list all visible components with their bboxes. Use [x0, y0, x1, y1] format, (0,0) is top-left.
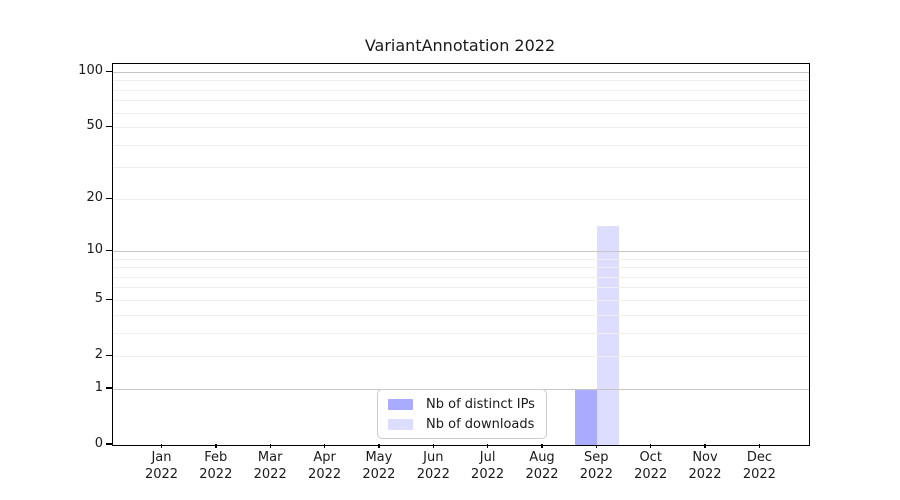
x-tick-label: Oct 2022 — [634, 450, 668, 482]
x-tick-mark — [160, 444, 163, 448]
legend-swatch-distinct-ips-icon — [388, 398, 413, 410]
gridline-minor — [113, 126, 809, 128]
y-tick-mark — [106, 387, 112, 389]
legend-swatch-downloads-icon — [388, 418, 413, 430]
y-tick-label: 50 — [86, 118, 103, 134]
x-tick-mark — [541, 444, 543, 448]
legend: Nb of distinct IPs Nb of downloads — [377, 389, 547, 439]
y-tick-label: 1 — [94, 380, 103, 395]
gridline-minor — [113, 267, 809, 268]
x-tick-label: Sep 2022 — [579, 450, 613, 482]
x-tick-label: Feb 2022 — [199, 450, 233, 482]
x-tick-label: Mar 2022 — [253, 450, 287, 482]
y-tick-label: 5 — [94, 291, 103, 307]
y-tick-mark — [106, 125, 112, 128]
legend-entry-downloads: Nb of downloads — [388, 414, 536, 434]
x-tick-label: Dec 2022 — [742, 450, 776, 482]
chart-title: VariantAnnotation 2022 — [364, 36, 556, 55]
gridline-minor — [113, 287, 809, 289]
gridline-minor — [113, 167, 809, 169]
x-tick-mark — [215, 444, 217, 448]
gridline-major — [113, 71, 809, 73]
x-tick-label: Apr 2022 — [308, 450, 342, 482]
x-tick-label: Jan 2022 — [144, 450, 179, 482]
gridline-minor — [113, 89, 809, 91]
gridline-minor — [113, 80, 809, 82]
gridline-minor — [113, 332, 809, 334]
y-tick-mark — [106, 298, 112, 300]
x-tick-label: Aug 2022 — [525, 450, 559, 482]
x-tick-mark — [323, 444, 326, 448]
y-tick-label: 20 — [86, 190, 103, 206]
x-tick-mark — [487, 444, 489, 448]
y-tick-label: 10 — [86, 242, 103, 258]
x-tick-label: Nov 2022 — [688, 450, 722, 482]
bars-layer — [113, 64, 809, 445]
x-tick-mark — [758, 444, 761, 448]
gridline-major — [113, 250, 809, 252]
gridline-minor — [113, 258, 809, 260]
legend-entry-distinct-ips: Nb of distinct IPs — [388, 394, 536, 414]
y-tick-mark — [106, 354, 112, 356]
bar-sep-downloads — [597, 226, 620, 445]
x-tick-mark — [650, 444, 652, 448]
legend-label-downloads: Nb of downloads — [426, 416, 535, 432]
y-tick-mark — [106, 70, 112, 72]
bar-sep-distinct-ips — [575, 389, 598, 445]
x-tick-label: May 2022 — [362, 450, 396, 482]
y-tick-mark — [106, 443, 112, 445]
x-tick-mark — [704, 444, 706, 448]
gridline-minor — [113, 198, 809, 200]
y-tick-mark — [106, 197, 112, 199]
plot-area: Nb of distinct IPs Nb of downloads — [112, 63, 810, 446]
x-tick-mark — [432, 444, 434, 448]
x-tick-label: Jun 2022 — [416, 450, 450, 482]
y-tick-mark — [106, 249, 112, 251]
y-tick-label: 2 — [94, 347, 103, 363]
gridline-minor — [113, 112, 809, 114]
gridline-minor — [113, 144, 809, 146]
gridline-minor — [113, 355, 809, 357]
gridline-minor — [113, 100, 809, 102]
gridline-minor — [113, 276, 809, 278]
gridline-minor — [113, 314, 809, 316]
x-tick-mark — [378, 444, 380, 448]
x-tick-mark — [269, 444, 271, 448]
grid-layer — [113, 64, 809, 445]
legend-label-distinct-ips: Nb of distinct IPs — [426, 396, 535, 412]
y-tick-label: 100 — [78, 63, 103, 79]
y-tick-label: 0 — [94, 436, 103, 451]
gridline-minor — [113, 299, 809, 301]
x-tick-mark — [595, 444, 597, 448]
x-tick-label: Jul 2022 — [471, 450, 505, 482]
